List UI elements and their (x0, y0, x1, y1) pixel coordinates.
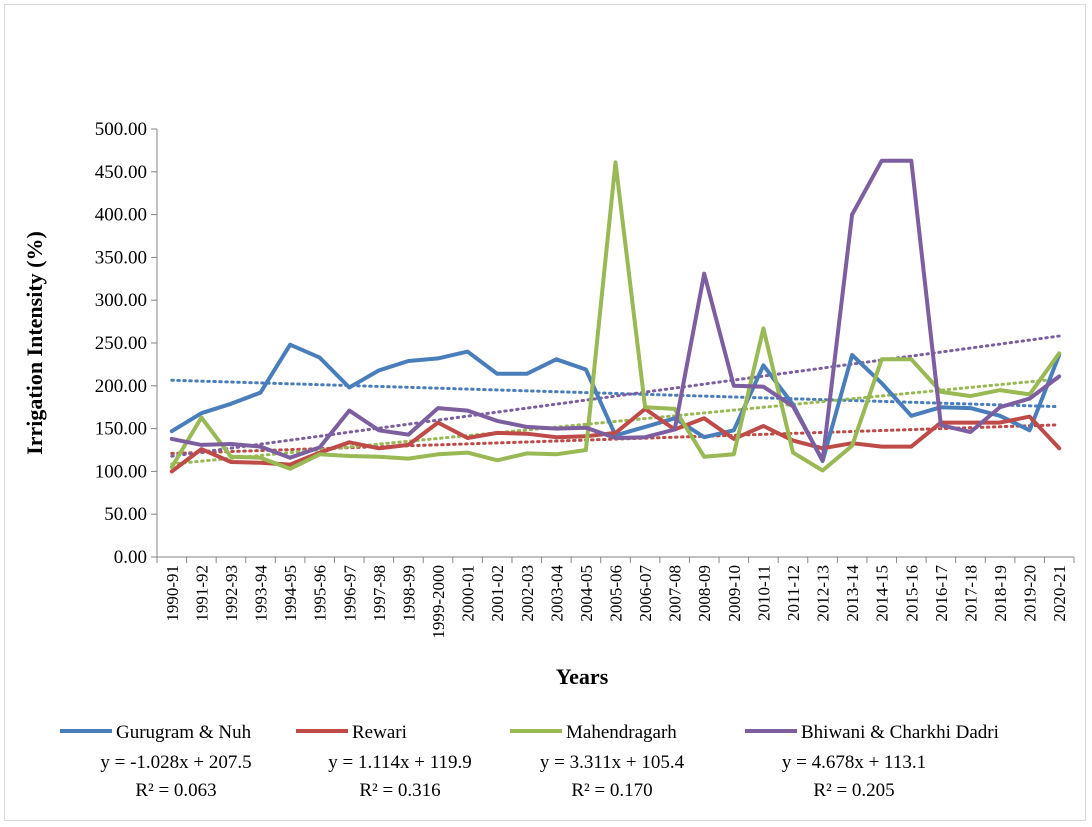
x-tick-label: 2009-10 (725, 565, 744, 622)
x-tick-label: 2018-19 (991, 565, 1010, 622)
x-tick-label: 2005-06 (607, 565, 626, 622)
x-tick-label: 2020-21 (1050, 565, 1069, 622)
x-tick-label: 2017-18 (961, 565, 980, 622)
legend-label-2: Mahendragarh (566, 722, 677, 743)
series-line-0 (169, 342, 1062, 464)
x-tick-label: 1997-98 (370, 565, 389, 622)
x-tick-label: 2001-02 (488, 565, 507, 622)
x-tick-label: 1990-91 (163, 565, 182, 622)
x-tick-label: 2004-05 (577, 565, 596, 622)
x-tick-label: 2014-15 (873, 565, 892, 622)
trend-equation-2: y = 3.311x + 105.4 (540, 752, 685, 773)
y-tick-label: 0.00 (114, 547, 147, 568)
trendlines (170, 334, 1061, 466)
y-tick-label: 350.00 (95, 247, 147, 268)
y-tick-label: 50.00 (104, 504, 147, 525)
x-tick-label: 2013-14 (843, 565, 862, 622)
x-tick-label: 1993-94 (252, 565, 271, 622)
x-tick-label: 1991-92 (192, 565, 211, 622)
x-tick-label: 1999-2000 (429, 565, 448, 639)
trend-equation-3: y = 4.678x + 113.1 (782, 752, 926, 773)
y-tick-label: 150.00 (95, 419, 147, 440)
series-line-2 (169, 160, 1062, 473)
chart-frame (4, 4, 1086, 821)
x-tick-label: 2006-07 (636, 565, 655, 622)
x-tick-label: 2000-01 (459, 565, 478, 622)
legend-label-3: Bhiwani & Charkhi Dadri (801, 722, 999, 743)
trend-r2-0: R² = 0.063 (135, 780, 216, 801)
x-tick-label: 1994-95 (281, 565, 300, 622)
y-tick-label: 300.00 (95, 290, 147, 311)
x-tick-label: 2003-04 (547, 565, 566, 622)
series-line-3 (169, 158, 1062, 463)
x-tick-label: 2016-17 (932, 565, 951, 622)
legend: Gurugram & Nuh y = -1.028x + 207.5 R² = 0.… (60, 722, 999, 801)
y-tick-label: 500.00 (95, 119, 147, 140)
x-tick-label: 1992-93 (222, 565, 241, 622)
x-tick-label: 2002-03 (518, 565, 537, 622)
trendline-0 (170, 378, 1061, 409)
series-lines (169, 158, 1062, 474)
trend-equation-1: y = 1.114x + 119.9 (328, 752, 472, 773)
x-tick-label: 2008-09 (695, 565, 714, 622)
trend-r2-2: R² = 0.170 (571, 780, 652, 801)
x-tick-label: 1998-99 (399, 565, 418, 622)
x-tick-label: 2007-08 (666, 565, 685, 622)
y-axis-title: Irrigation Intensity (%) (22, 231, 47, 455)
x-tick-label: 2015-16 (902, 565, 921, 622)
y-tick-label: 250.00 (95, 333, 147, 354)
y-tick-label: 100.00 (95, 461, 147, 482)
x-tick-label: 2019-20 (1021, 565, 1040, 622)
trend-r2-1: R² = 0.316 (359, 780, 440, 801)
legend-label-0: Gurugram & Nuh (116, 722, 252, 743)
x-axis-title: Years (556, 664, 609, 689)
x-tick-label: 2010-11 (754, 565, 773, 621)
y-tick-label: 450.00 (95, 162, 147, 183)
trendline-2 (170, 377, 1061, 466)
x-tick-label: 1995-96 (311, 565, 330, 622)
trend-equation-0: y = -1.028x + 207.5 (100, 752, 251, 773)
axes: 0.00 50.00 100.00 150.00 200.00 250.00 300.00 3… (95, 119, 1075, 639)
y-tick-label: 200.00 (95, 376, 147, 397)
x-tick-label: 1996-97 (340, 565, 359, 622)
legend-label-1: Rewari (352, 722, 407, 743)
trendline-3 (170, 334, 1061, 458)
y-tick-label: 400.00 (95, 205, 147, 226)
x-tick-label: 2011-12 (784, 565, 803, 621)
x-tick-label: 2012-13 (814, 565, 833, 622)
trend-r2-3: R² = 0.205 (813, 780, 894, 801)
